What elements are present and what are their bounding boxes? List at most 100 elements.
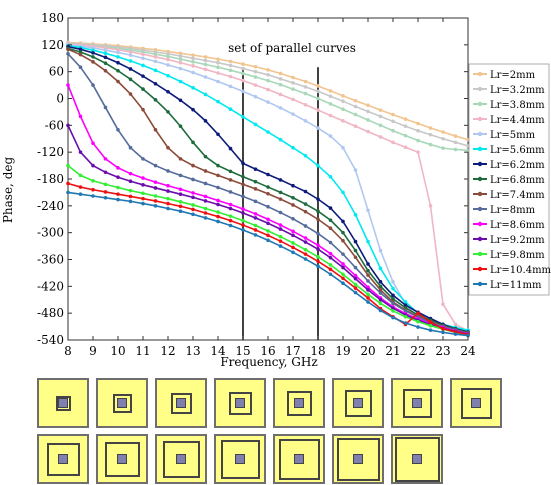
center-patch bbox=[412, 454, 422, 464]
data-point bbox=[141, 63, 145, 68]
data-point bbox=[428, 204, 433, 208]
data-point bbox=[103, 195, 108, 200]
legend-label: Lr=11mm bbox=[490, 280, 542, 291]
data-point bbox=[116, 185, 120, 190]
data-point bbox=[141, 196, 145, 201]
data-point bbox=[203, 92, 208, 97]
data-point bbox=[91, 48, 95, 52]
center-patch bbox=[353, 398, 363, 408]
data-point bbox=[91, 163, 95, 168]
legend-marker bbox=[477, 251, 483, 257]
ring-resonator bbox=[170, 392, 192, 414]
data-point bbox=[253, 75, 258, 79]
x-tick-label: 22 bbox=[410, 344, 425, 358]
data-point bbox=[291, 203, 295, 207]
data-point bbox=[153, 204, 158, 208]
data-point bbox=[328, 251, 333, 256]
data-point bbox=[341, 272, 345, 277]
data-point bbox=[278, 178, 283, 182]
data-point bbox=[203, 211, 208, 215]
y-tick-label: -420 bbox=[37, 279, 64, 293]
legend-marker bbox=[477, 131, 483, 137]
data-point bbox=[353, 248, 358, 253]
data-point bbox=[291, 183, 295, 188]
data-point bbox=[328, 267, 333, 272]
data-point bbox=[353, 168, 358, 172]
x-tick-label: 23 bbox=[435, 344, 450, 358]
data-point bbox=[266, 72, 270, 77]
unit-cell bbox=[391, 434, 443, 484]
legend-item: Lr=5mm bbox=[473, 130, 536, 141]
data-point bbox=[203, 119, 208, 123]
legend-label: Lr=6.8mm bbox=[490, 175, 545, 186]
data-point bbox=[241, 89, 245, 94]
data-point bbox=[353, 124, 358, 129]
data-point bbox=[141, 74, 145, 78]
legend-marker bbox=[477, 236, 483, 242]
data-point bbox=[428, 142, 433, 147]
data-point bbox=[328, 113, 333, 118]
x-tick-label: 16 bbox=[260, 344, 275, 358]
data-point bbox=[416, 121, 420, 126]
data-point bbox=[191, 195, 195, 200]
data-point bbox=[228, 107, 233, 112]
data-point bbox=[116, 47, 120, 52]
data-point bbox=[253, 83, 258, 87]
data-point bbox=[241, 66, 245, 71]
legend-marker bbox=[477, 71, 483, 77]
data-point bbox=[91, 178, 95, 183]
data-point bbox=[216, 132, 220, 137]
data-point bbox=[453, 332, 458, 336]
data-point bbox=[403, 314, 408, 319]
data-point bbox=[191, 177, 195, 182]
data-point bbox=[191, 85, 195, 90]
y-tick-label: -60 bbox=[45, 118, 64, 132]
x-tick-label: 12 bbox=[160, 344, 175, 358]
data-point bbox=[178, 124, 183, 129]
data-point bbox=[116, 55, 120, 59]
data-point bbox=[353, 273, 358, 278]
center-patch bbox=[235, 454, 245, 464]
data-point bbox=[441, 302, 445, 307]
data-point bbox=[91, 187, 95, 192]
center-patch bbox=[176, 398, 186, 408]
data-point bbox=[416, 138, 420, 143]
unit-cell bbox=[96, 434, 148, 484]
data-point bbox=[216, 214, 220, 219]
legend-item: Lr=9.2mm bbox=[473, 235, 545, 246]
ring-resonator bbox=[460, 387, 492, 419]
data-point bbox=[378, 266, 383, 271]
data-point bbox=[378, 280, 383, 284]
data-point bbox=[366, 239, 370, 244]
ring-resonator bbox=[112, 393, 132, 413]
data-point bbox=[341, 119, 345, 123]
data-point bbox=[216, 173, 220, 178]
series-Lr=11mm bbox=[66, 190, 470, 338]
data-point bbox=[278, 82, 283, 87]
data-point bbox=[191, 53, 195, 57]
legend-item: Lr=9.8mm bbox=[473, 250, 545, 261]
data-point bbox=[366, 103, 370, 108]
data-point bbox=[366, 296, 370, 300]
data-point bbox=[166, 110, 170, 114]
data-point bbox=[341, 99, 345, 103]
data-point bbox=[141, 107, 145, 112]
data-point bbox=[241, 228, 245, 232]
center-patch bbox=[58, 398, 68, 408]
data-point bbox=[166, 89, 170, 94]
data-point bbox=[266, 68, 270, 72]
legend-label: Lr=10.4mm bbox=[490, 265, 551, 276]
data-point bbox=[216, 198, 220, 203]
data-point bbox=[66, 51, 70, 56]
data-point bbox=[428, 320, 433, 324]
data-point bbox=[103, 61, 108, 65]
data-point bbox=[328, 174, 333, 179]
data-point bbox=[278, 244, 283, 248]
data-point bbox=[291, 81, 295, 85]
data-point bbox=[241, 161, 245, 166]
data-point bbox=[216, 99, 220, 104]
data-point bbox=[278, 223, 283, 227]
data-point bbox=[141, 157, 145, 161]
data-point bbox=[103, 157, 108, 161]
legend-label: Lr=3.2mm bbox=[490, 85, 545, 96]
